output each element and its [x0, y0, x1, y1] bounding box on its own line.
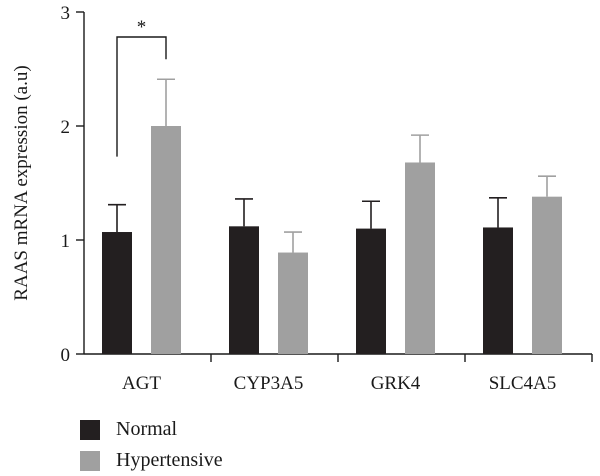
legend-label-normal: Normal — [116, 418, 178, 440]
annotations: * — [116, 17, 167, 157]
significance-label: * — [137, 17, 147, 38]
bars — [102, 78, 562, 354]
legend-label-hypertensive: Hypertensive — [116, 449, 223, 471]
legend: Normal Hypertensive — [80, 414, 223, 476]
bar-normal — [356, 228, 386, 354]
significance-bracket — [116, 36, 167, 157]
y-tick-label: 0 — [61, 345, 71, 366]
x-tick-label: CYP3A5 — [234, 373, 304, 394]
y-tick-label: 1 — [61, 231, 71, 252]
x-ticks: AGT CYP3A5 GRK4 SLC4A5 — [122, 354, 593, 394]
bar-normal — [229, 226, 259, 354]
bar-normal — [483, 227, 513, 354]
bar-hypertensive — [405, 162, 435, 354]
x-tick-label: SLC4A5 — [489, 373, 557, 394]
legend-item-hypertensive: Hypertensive — [80, 445, 223, 476]
legend-swatch-hypertensive — [80, 450, 100, 471]
bar-hypertensive — [532, 196, 562, 354]
y-ticks: 0 1 2 3 — [61, 3, 84, 366]
x-tick-label: GRK4 — [371, 373, 421, 394]
y-tick-label: 3 — [61, 3, 71, 24]
y-axis-label: RAAS mRNA expression (a.u) — [11, 65, 32, 300]
legend-item-normal: Normal — [80, 414, 223, 445]
legend-swatch-normal — [80, 419, 100, 440]
y-tick-label: 2 — [61, 117, 71, 138]
x-tick-label: AGT — [122, 373, 161, 394]
bar-normal — [102, 232, 132, 354]
bar-hypertensive — [151, 126, 181, 354]
bar-hypertensive — [278, 252, 308, 354]
